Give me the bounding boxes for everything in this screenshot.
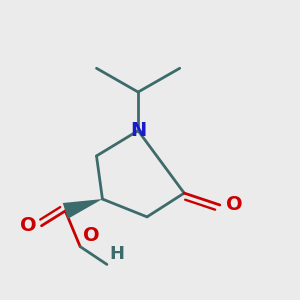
Text: H: H bbox=[110, 245, 125, 263]
Text: O: O bbox=[226, 196, 243, 214]
Text: N: N bbox=[130, 121, 146, 140]
Polygon shape bbox=[63, 199, 102, 219]
Text: O: O bbox=[20, 216, 36, 235]
Text: O: O bbox=[83, 226, 100, 245]
